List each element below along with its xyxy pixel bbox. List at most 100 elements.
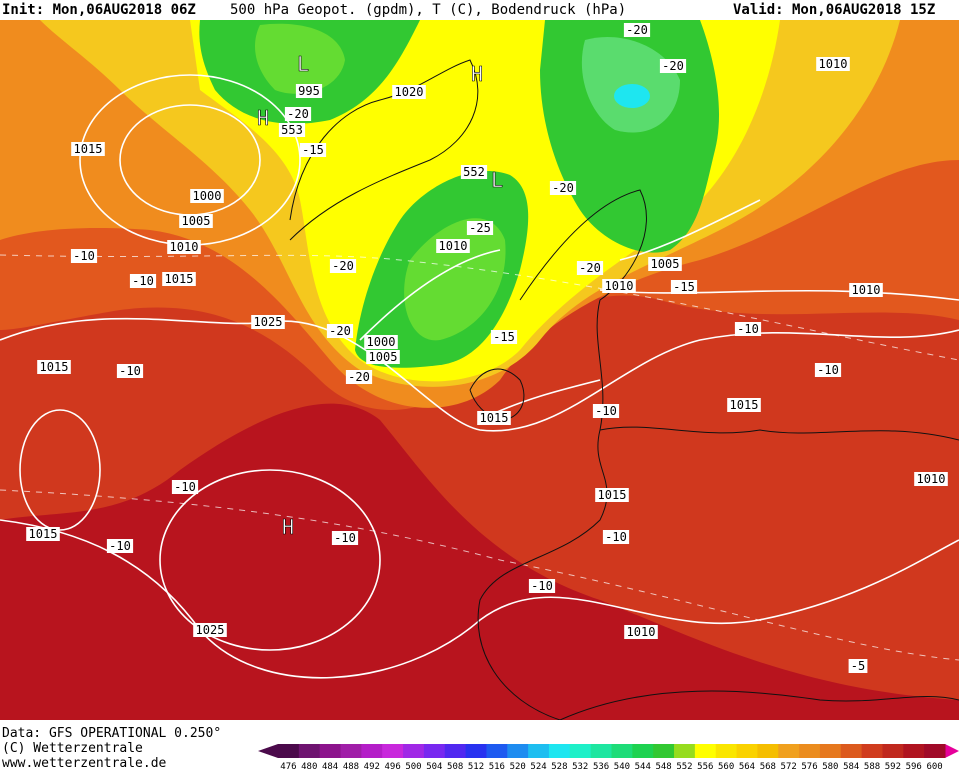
label-box — [816, 57, 850, 71]
label-box — [167, 240, 201, 254]
map-fields — [0, 20, 959, 720]
contour-label: -20 — [552, 181, 574, 195]
scale-label: 544 — [635, 762, 651, 770]
contour-label: -10 — [73, 249, 95, 263]
scale-bin — [278, 744, 300, 758]
label-box — [460, 165, 488, 179]
contour-label: 1005 — [182, 214, 211, 228]
scale-bin — [861, 744, 883, 758]
contour-label: -10 — [174, 480, 196, 494]
scale-label: 548 — [655, 762, 671, 770]
label-box — [116, 364, 144, 378]
scale-label: 568 — [760, 762, 776, 770]
label-box — [70, 249, 98, 263]
scale-bin — [882, 744, 904, 758]
contour-label: -10 — [605, 530, 627, 544]
label-box — [71, 142, 105, 156]
scale-bin — [903, 744, 925, 758]
scale-bin — [590, 744, 612, 758]
label-box — [848, 659, 868, 673]
label-box — [734, 322, 762, 336]
scale-bin — [674, 744, 696, 758]
contour-label: -10 — [334, 531, 356, 545]
contour-label: 1015 — [480, 411, 509, 425]
scale-label: 536 — [593, 762, 609, 770]
contour-label: 1015 — [598, 488, 627, 502]
contour-label: -20 — [348, 370, 370, 384]
label-box — [477, 411, 511, 425]
scale-label: 524 — [530, 762, 546, 770]
scale-bin — [778, 744, 800, 758]
scale-label: 532 — [572, 762, 588, 770]
scale-bin — [382, 744, 404, 758]
contour-label: 1015 — [730, 398, 759, 412]
label-box — [26, 527, 60, 541]
scale-label: 496 — [385, 762, 401, 770]
scale-arrow-left — [258, 744, 278, 758]
scale-bin — [486, 744, 508, 758]
contour-label: 1010 — [605, 279, 634, 293]
label-box — [251, 315, 285, 329]
contour-label: 995 — [298, 84, 320, 98]
contour-label: 1015 — [74, 142, 103, 156]
contour-label: 553 — [281, 123, 303, 137]
scale-bin — [403, 744, 425, 758]
label-box — [345, 370, 373, 384]
scale-bin — [715, 744, 738, 758]
contour-label: 1025 — [254, 315, 283, 329]
contour-label: -20 — [662, 59, 684, 73]
data-source: Data: GFS OPERATIONAL 0.250° — [2, 726, 221, 741]
scale-bin — [528, 744, 550, 758]
scale-label: 520 — [510, 762, 526, 770]
scale-bin — [840, 744, 863, 758]
contour-label: -10 — [737, 322, 759, 336]
scale-bin — [736, 744, 758, 758]
contour-label: 1010 — [852, 283, 881, 297]
pressure-system: H — [257, 106, 269, 130]
scale-label: 540 — [614, 762, 630, 770]
contour-label: -10 — [531, 579, 553, 593]
contour-label: 1020 — [395, 85, 424, 99]
scale-label: 556 — [697, 762, 713, 770]
scale-bin — [799, 744, 821, 758]
label-box — [490, 330, 518, 344]
label-box — [727, 398, 761, 412]
scale-label: 552 — [676, 762, 692, 770]
scale-bin — [507, 744, 529, 758]
scale-label: 584 — [843, 762, 859, 770]
scale-bin — [757, 744, 779, 758]
contour-label: 1000 — [367, 335, 396, 349]
scale-bin — [694, 744, 717, 758]
label-box — [106, 539, 134, 553]
scale-label: 484 — [322, 762, 338, 770]
contour-label: -15 — [302, 143, 324, 157]
label-box — [576, 261, 604, 275]
scale-bin — [632, 744, 654, 758]
scale-label: 516 — [489, 762, 505, 770]
scale-label: 528 — [551, 762, 567, 770]
contour-label: 1010 — [627, 625, 656, 639]
scale-bin — [444, 744, 467, 758]
contour-label: 1000 — [193, 189, 222, 203]
label-box — [595, 488, 629, 502]
copyright: (C) Wetterzentrale — [2, 741, 143, 756]
pressure-system: H — [471, 62, 483, 86]
label-box — [331, 531, 359, 545]
label-box — [364, 335, 398, 349]
label-box — [528, 579, 556, 593]
scale-label: 492 — [364, 762, 380, 770]
label-box — [670, 280, 698, 294]
contour-label: -10 — [119, 364, 141, 378]
label-box — [366, 350, 400, 364]
scale-bin — [298, 744, 321, 758]
contour-label: -10 — [109, 539, 131, 553]
contour-label: -20 — [579, 261, 601, 275]
scale-label: 508 — [447, 762, 463, 770]
contour-label: 1010 — [819, 57, 848, 71]
scale-bin — [924, 744, 946, 758]
label-box — [190, 189, 224, 203]
scale-label: 572 — [781, 762, 797, 770]
contour-label: -20 — [329, 324, 351, 338]
label-box — [278, 123, 306, 137]
map-title: 500 hPa Geopot. (gpdm), T (C), Bodendruc… — [230, 2, 626, 18]
